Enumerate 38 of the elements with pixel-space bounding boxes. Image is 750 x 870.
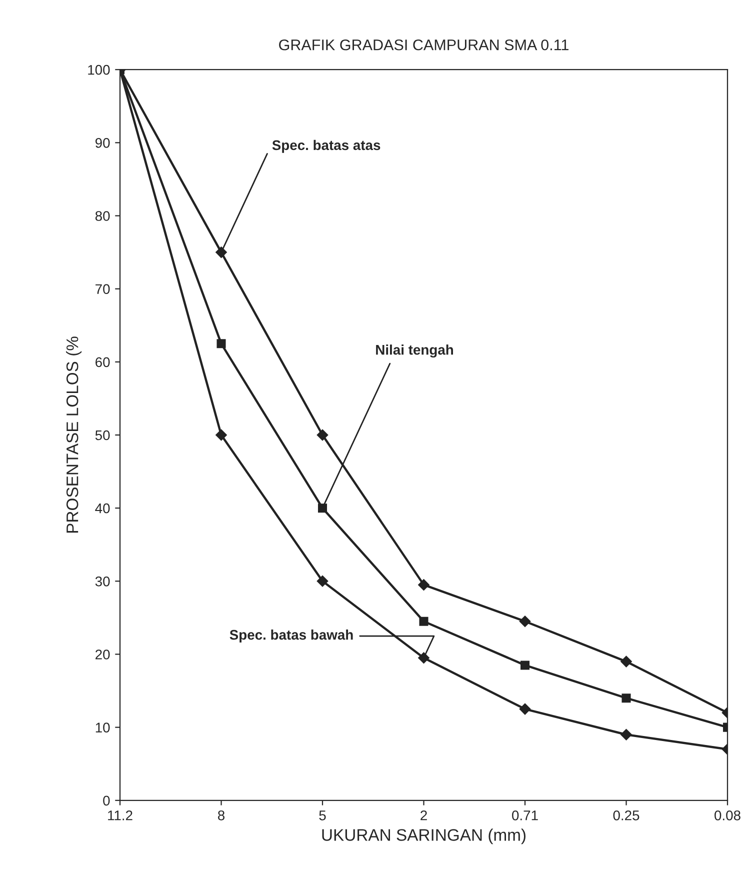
y-tick-label: 70 bbox=[96, 284, 110, 294]
x-tick-label: 2 bbox=[420, 810, 427, 820]
point bbox=[620, 729, 632, 740]
y-tick-label: 40 bbox=[95, 503, 110, 514]
y-tick-label: 20 bbox=[96, 650, 110, 660]
y-tick-label: 80 bbox=[95, 211, 110, 221]
x-tick-label: 11.2 bbox=[108, 810, 132, 820]
point bbox=[519, 703, 531, 715]
x-tick-label: 0.71 bbox=[512, 810, 538, 820]
point bbox=[620, 656, 632, 668]
point bbox=[419, 616, 428, 626]
point bbox=[216, 339, 226, 348]
x-tick-label: 8 bbox=[218, 810, 225, 820]
annotation: Spec. batas bawah bbox=[230, 630, 353, 643]
y-tick-label: 0 bbox=[103, 796, 110, 806]
y-tick-label: 100 bbox=[88, 64, 110, 75]
x-axis-title: UKURAN SARINGAN (mm) bbox=[322, 828, 526, 844]
point bbox=[316, 576, 328, 587]
x-tick-label: 0.08 bbox=[714, 810, 740, 820]
y-tick-label: 30 bbox=[95, 576, 110, 586]
annotation: Nilai tengah bbox=[376, 344, 454, 358]
annotation: Spec. batas atas bbox=[272, 140, 380, 153]
point bbox=[318, 504, 328, 513]
point bbox=[418, 579, 430, 590]
y-tick-label: 10 bbox=[96, 722, 110, 732]
chart-title: GRAFIK GRADASI CAMPURAN SMA 0.11 bbox=[279, 39, 568, 50]
y-tick-label: 90 bbox=[95, 138, 110, 148]
y-tick-label: 60 bbox=[96, 357, 110, 368]
point bbox=[520, 660, 530, 670]
point bbox=[418, 652, 430, 664]
point bbox=[216, 429, 227, 441]
x-tick-label: 0.25 bbox=[613, 810, 640, 820]
point bbox=[519, 616, 531, 627]
point bbox=[622, 694, 631, 703]
y-axis-title: PROSENTASE LOLOS (% bbox=[66, 336, 82, 533]
x-tick-label: 5 bbox=[319, 810, 326, 820]
point bbox=[316, 429, 328, 441]
y-tick-label: 50 bbox=[95, 430, 110, 440]
